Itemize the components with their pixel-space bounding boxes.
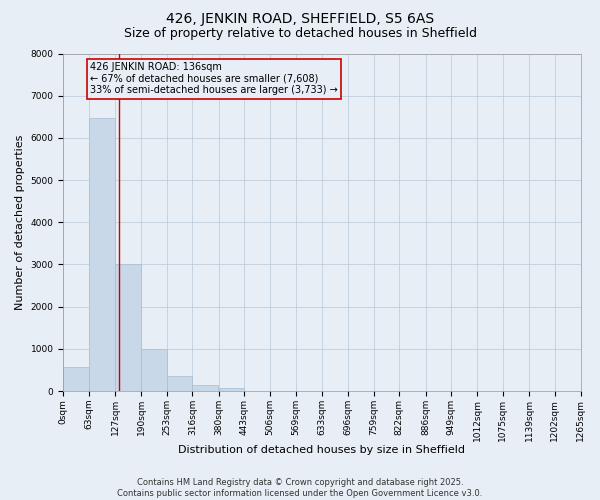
X-axis label: Distribution of detached houses by size in Sheffield: Distribution of detached houses by size …	[178, 445, 466, 455]
Text: Size of property relative to detached houses in Sheffield: Size of property relative to detached ho…	[124, 28, 476, 40]
Bar	[218, 388, 244, 391]
Text: 426 JENKIN ROAD: 136sqm
← 67% of detached houses are smaller (7,608)
33% of semi: 426 JENKIN ROAD: 136sqm ← 67% of detache…	[90, 62, 338, 95]
Text: Contains HM Land Registry data © Crown copyright and database right 2025.
Contai: Contains HM Land Registry data © Crown c…	[118, 478, 482, 498]
Bar	[193, 384, 218, 391]
Bar	[167, 376, 193, 391]
Text: 426, JENKIN ROAD, SHEFFIELD, S5 6AS: 426, JENKIN ROAD, SHEFFIELD, S5 6AS	[166, 12, 434, 26]
Bar	[63, 366, 89, 391]
Bar	[89, 118, 115, 391]
Bar	[141, 349, 167, 391]
Bar	[115, 264, 141, 391]
Y-axis label: Number of detached properties: Number of detached properties	[15, 134, 25, 310]
